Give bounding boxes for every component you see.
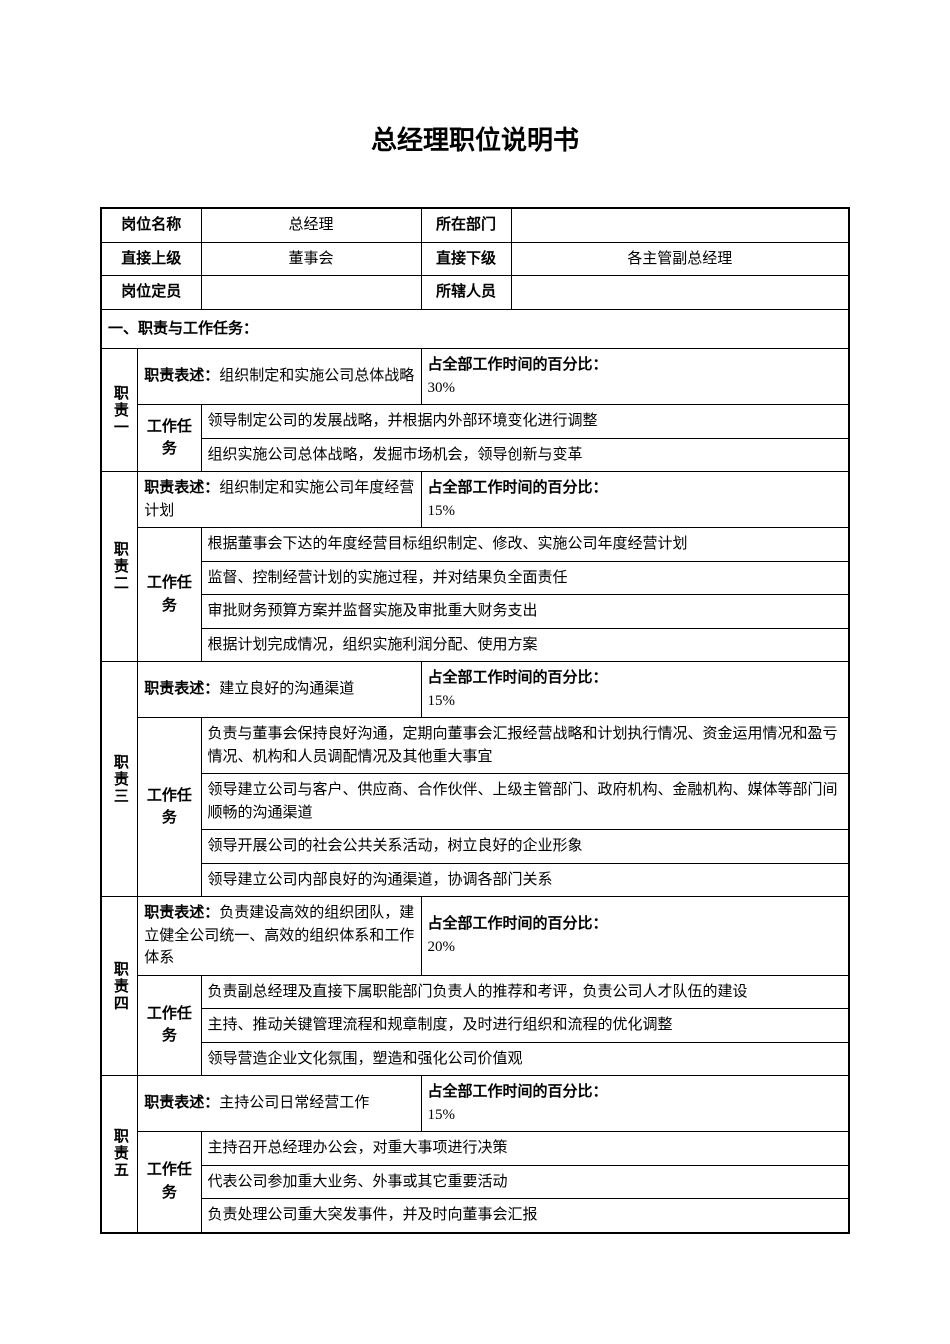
position-name-value: 总经理 xyxy=(201,208,421,242)
duty-1-desc: 职责表述：组织制定和实施公司总体战略 xyxy=(138,349,421,405)
duty-1-percent: 占全部工作时间的百分比：30% xyxy=(421,349,849,405)
duty-2-task-2: 监督、控制经营计划的实施过程，并对结果负全面责任 xyxy=(201,561,849,595)
duty-3-task-1: 负责与董事会保持良好沟通，定期向董事会汇报经营战略和计划执行情况、资金运用情况和… xyxy=(201,718,849,774)
position-name-label: 岗位名称 xyxy=(101,208,201,242)
header-row-2: 直接上级 董事会 直接下级 各主管副总经理 xyxy=(101,242,849,276)
duty-2-task-4: 根据计划完成情况，组织实施利润分配、使用方案 xyxy=(201,628,849,662)
duty-2-desc: 职责表述：组织制定和实施公司年度经营计划 xyxy=(138,472,421,528)
subordinate-label: 直接下级 xyxy=(421,242,511,276)
section-header-row: 一、职责与工作任务： xyxy=(101,309,849,349)
duty-5-desc: 职责表述：主持公司日常经营工作 xyxy=(138,1076,421,1132)
supervisor-value: 董事会 xyxy=(201,242,421,276)
duty-5-task-label: 工作任务 xyxy=(138,1132,201,1233)
managed-label: 所辖人员 xyxy=(421,276,511,310)
duty-2-task-1: 根据董事会下达的年度经营目标组织制定、修改、实施公司年度经营计划 xyxy=(201,528,849,562)
duty-1-task-label: 工作任务 xyxy=(138,405,201,472)
department-label: 所在部门 xyxy=(421,208,511,242)
duty-1-label: 职责一 xyxy=(101,349,138,472)
managed-value xyxy=(511,276,849,310)
duty-5-task-2: 代表公司参加重大业务、外事或其它重要活动 xyxy=(201,1165,849,1199)
duty-5-label: 职责五 xyxy=(101,1076,138,1233)
header-row-1: 岗位名称 总经理 所在部门 xyxy=(101,208,849,242)
duty-2-task-3: 审批财务预算方案并监督实施及审批重大财务支出 xyxy=(201,595,849,629)
section-header: 一、职责与工作任务： xyxy=(101,309,849,349)
duty-2-percent: 占全部工作时间的百分比：15% xyxy=(421,472,849,528)
duty-4-task-1: 负责副总经理及直接下属职能部门负责人的推荐和考评，负责公司人才队伍的建设 xyxy=(201,975,849,1009)
subordinate-value: 各主管副总经理 xyxy=(511,242,849,276)
duty-4-desc: 职责表述：负责建设高效的组织团队，建立健全公司统一、高效的组织体系和工作体系 xyxy=(138,897,421,976)
duty-3-task-label: 工作任务 xyxy=(138,718,201,897)
duty-4-label: 职责四 xyxy=(101,897,138,1076)
duty-4-task-3: 领导营造企业文化氛围，塑造和强化公司价值观 xyxy=(201,1042,849,1076)
headcount-label: 岗位定员 xyxy=(101,276,201,310)
duty-3-percent: 占全部工作时间的百分比：15% xyxy=(421,662,849,718)
job-description-table: 岗位名称 总经理 所在部门 直接上级 董事会 直接下级 各主管副总经理 岗位定员… xyxy=(100,207,850,1234)
duty-4-percent: 占全部工作时间的百分比：20% xyxy=(421,897,849,976)
duty-3-desc: 职责表述：建立良好的沟通渠道 xyxy=(138,662,421,718)
headcount-value xyxy=(201,276,421,310)
duty-4-task-label: 工作任务 xyxy=(138,975,201,1076)
header-row-3: 岗位定员 所辖人员 xyxy=(101,276,849,310)
document-title: 总经理职位说明书 xyxy=(100,120,850,157)
duty-3-label: 职责三 xyxy=(101,662,138,897)
duty-3-task-4: 领导建立公司内部良好的沟通渠道，协调各部门关系 xyxy=(201,863,849,897)
duty-3-task-2: 领导建立公司与客户、供应商、合作伙伴、上级主管部门、政府机构、金融机构、媒体等部… xyxy=(201,774,849,830)
duty-2-task-label: 工作任务 xyxy=(138,528,201,662)
duty-1-task-2: 组织实施公司总体战略，发掘市场机会，领导创新与变革 xyxy=(201,438,849,472)
duty-2-label: 职责二 xyxy=(101,472,138,662)
duty-3-task-3: 领导开展公司的社会公共关系活动，树立良好的企业形象 xyxy=(201,830,849,864)
department-value xyxy=(511,208,849,242)
duty-1-task-1: 领导制定公司的发展战略，并根据内外部环境变化进行调整 xyxy=(201,405,849,439)
duty-5-percent: 占全部工作时间的百分比：15% xyxy=(421,1076,849,1132)
duty-4-task-2: 主持、推动关键管理流程和规章制度，及时进行组织和流程的优化调整 xyxy=(201,1009,849,1043)
duty-5-task-3: 负责处理公司重大突发事件，并及时向董事会汇报 xyxy=(201,1199,849,1233)
supervisor-label: 直接上级 xyxy=(101,242,201,276)
duty-5-task-1: 主持召开总经理办公会，对重大事项进行决策 xyxy=(201,1132,849,1166)
